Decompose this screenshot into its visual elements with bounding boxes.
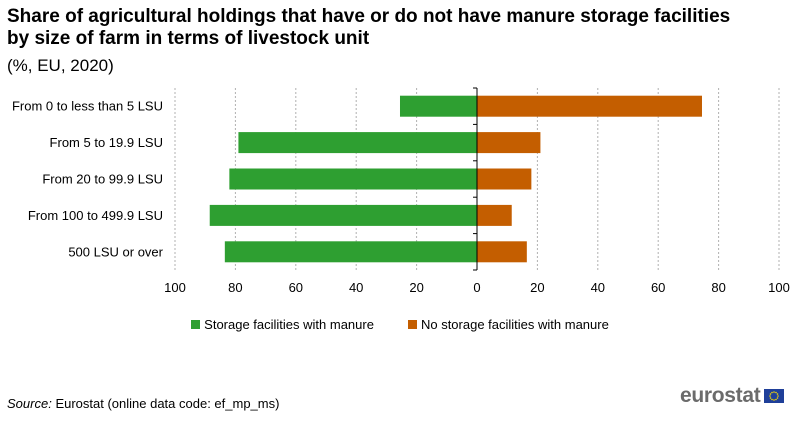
logo-text: eurostat xyxy=(680,384,761,407)
category-label: From 20 to 99.9 LSU xyxy=(42,172,163,187)
x-tick-label: 80 xyxy=(228,280,242,295)
chart-subtitle: (%, EU, 2020) xyxy=(7,56,114,75)
chart-title: Share of agricultural holdings that have… xyxy=(7,6,731,49)
legend-label-no-storage: No storage facilities with manure xyxy=(420,317,609,332)
category-label: From 0 to less than 5 LSU xyxy=(12,99,163,114)
x-tick-label: 60 xyxy=(651,280,665,295)
bar-no-storage xyxy=(477,95,702,117)
x-tick-label: 60 xyxy=(289,280,303,295)
x-tick-label: 0 xyxy=(473,280,480,295)
legend-item-no-storage: No storage facilities with manure xyxy=(407,317,609,332)
bar-with-storage xyxy=(229,168,477,190)
x-tick-label: 100 xyxy=(164,280,186,295)
legend-swatch-with-storage xyxy=(191,320,201,329)
x-tick-label: 40 xyxy=(349,280,363,295)
source-note: Source: Eurostat (online data code: ef_m… xyxy=(7,396,279,411)
bar-no-storage xyxy=(477,241,527,263)
legend-item-with-storage: Storage facilities with manure xyxy=(191,317,374,332)
legend-label-with-storage: Storage facilities with manure xyxy=(204,317,374,332)
x-tick-label: 20 xyxy=(530,280,544,295)
eu-flag-icon xyxy=(764,389,785,403)
bar-with-storage xyxy=(209,204,478,226)
x-tick-label: 40 xyxy=(591,280,605,295)
bar-with-storage xyxy=(224,241,477,263)
x-tick-label: 80 xyxy=(711,280,725,295)
bar-no-storage xyxy=(477,132,541,154)
x-tick-label: 100 xyxy=(768,280,790,295)
source-text: Eurostat (online data code: ef_mp_ms) xyxy=(55,396,280,411)
category-label: 500 LSU or over xyxy=(68,244,163,259)
category-label: From 5 to 19.9 LSU xyxy=(50,135,163,150)
category-label: From 100 to 499.9 LSU xyxy=(28,208,163,223)
bar-no-storage xyxy=(477,204,512,226)
source-label: Source: xyxy=(7,396,52,411)
eurostat-logo: eurostat xyxy=(680,384,785,408)
bar-with-storage xyxy=(399,95,477,117)
x-tick-label: 20 xyxy=(409,280,423,295)
bar-no-storage xyxy=(477,168,532,190)
chart-legend: Storage facilities with manure No storag… xyxy=(0,317,800,332)
bar-with-storage xyxy=(238,132,477,154)
legend-swatch-no-storage xyxy=(407,320,417,329)
bar-chart: 100 80 60 40 20 0 20 40 60 80 100 From 0 to less th… xyxy=(12,87,790,295)
